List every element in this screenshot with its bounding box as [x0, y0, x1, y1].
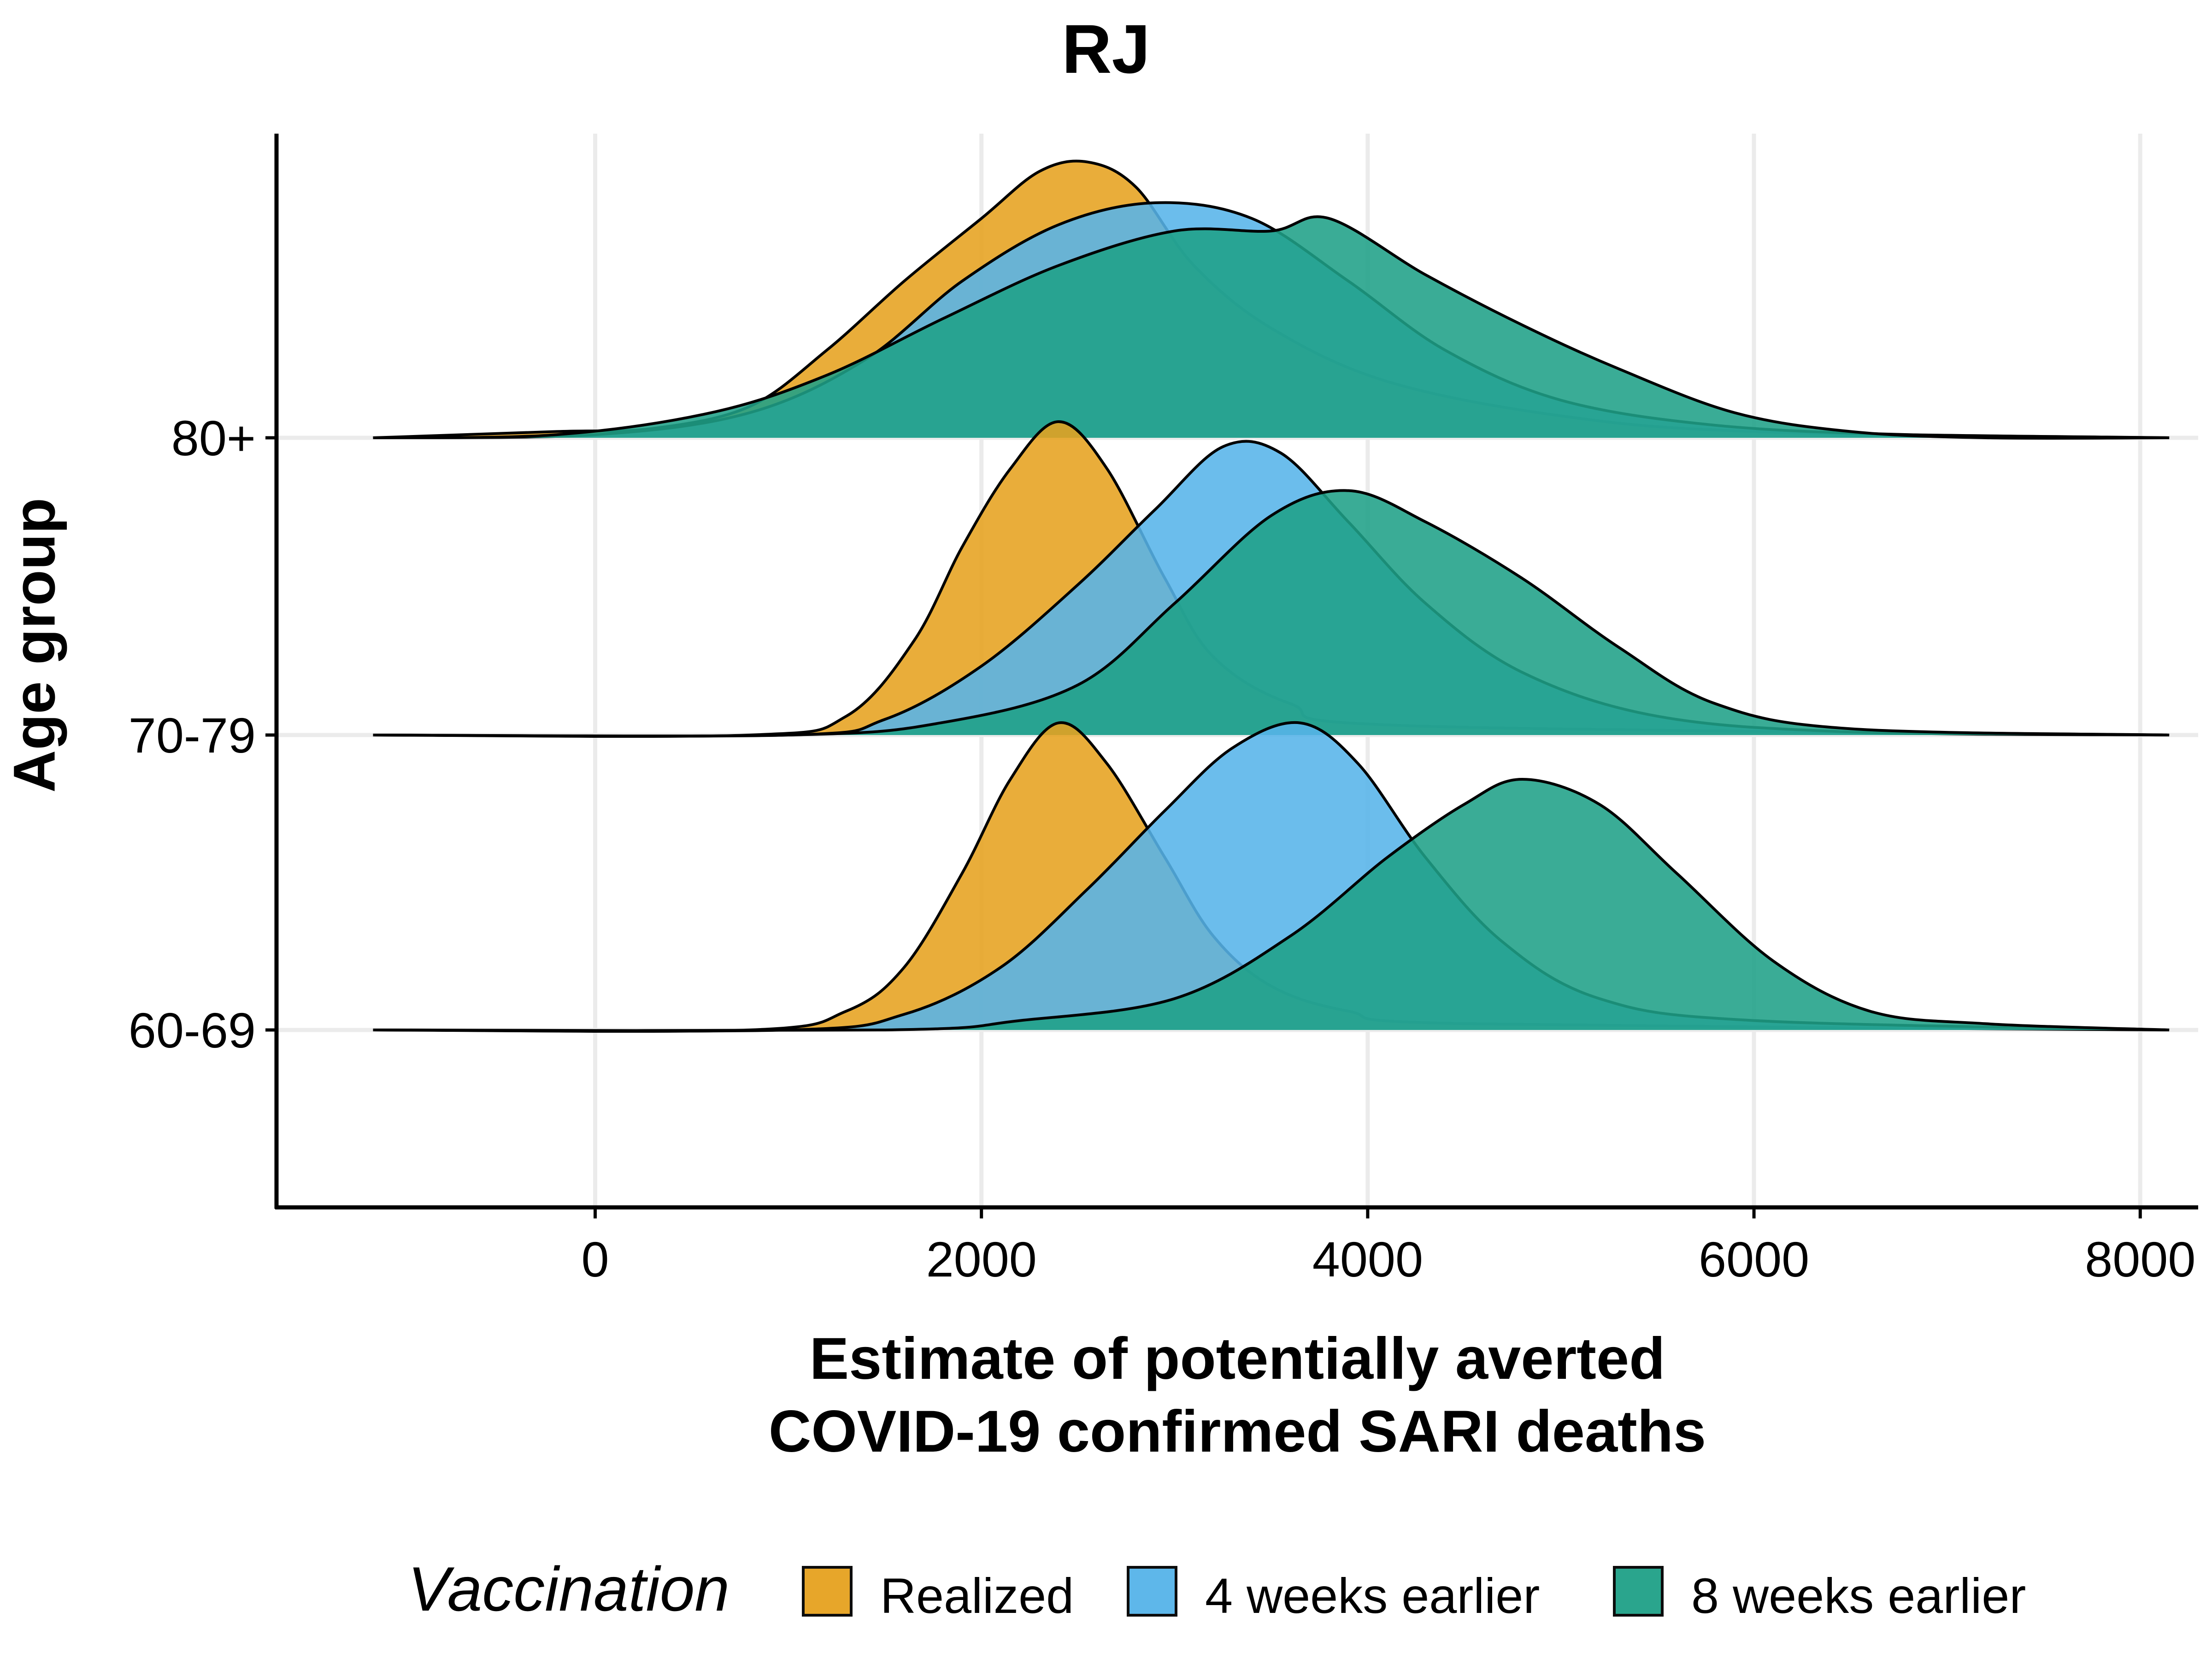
x-tick-label-8000: 8000 [2085, 1231, 2195, 1287]
legend-swatch-4-weeks [1127, 1566, 1177, 1617]
legend-swatch-realized [802, 1566, 853, 1617]
y-tick-label-60-69: 60-69 [129, 1002, 256, 1058]
y-axis-label: Age group [1, 498, 68, 793]
legend-label-4-weeks: 4 weeks earlier [1205, 1568, 1540, 1624]
ridge-outline-8-weeks-earlier-80+ [373, 215, 2170, 440]
chart-title: RJ [1062, 10, 1150, 88]
density-ridges [373, 159, 2170, 1033]
ridge-fill-8-weeks-earlier-80+ [373, 217, 2170, 439]
legend-swatch-8-weeks [1613, 1566, 1664, 1617]
y-tick-label-80+: 80+ [171, 410, 256, 466]
legend-label-realized: Realized [880, 1568, 1074, 1624]
x-tick-label-6000: 6000 [1699, 1231, 1809, 1287]
ridge-fill-realized-80+ [373, 161, 2170, 438]
x-tick-label-0: 0 [581, 1231, 609, 1287]
legend-label-8-weeks: 8 weeks earlier [1691, 1568, 2026, 1624]
legend: Vaccination Realized 4 weeks earlier 8 w… [0, 1535, 2212, 1645]
y-tick-label-70-79: 70-79 [129, 707, 256, 763]
ridge-fill-4-weeks-earlier-60-69 [373, 722, 2170, 1031]
x-tick-label-2000: 2000 [926, 1231, 1037, 1287]
axes: 0 2000 4000 6000 8000 60-69 70-79 80+ [129, 134, 2198, 1287]
x-tick-label-4000: 4000 [1312, 1231, 1423, 1287]
ridge-fill-8-weeks-earlier-60-69 [373, 779, 2170, 1031]
legend-title: Vaccination [408, 1554, 730, 1624]
ridge-outline-8-weeks-earlier-70-79 [373, 489, 2170, 737]
x-axis-label: Estimate of potentially averted COVID-19… [768, 1326, 1706, 1465]
ridge-outline-8-weeks-earlier-60-69 [373, 778, 2170, 1032]
ridge-fill-8-weeks-earlier-70-79 [373, 490, 2170, 736]
